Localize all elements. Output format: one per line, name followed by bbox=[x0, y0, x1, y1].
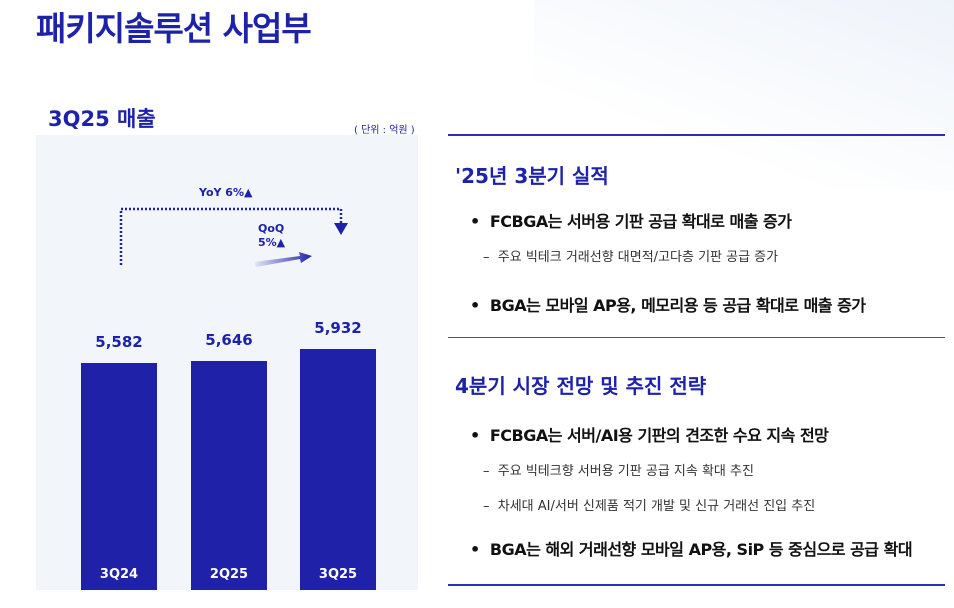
qoq-arrow bbox=[254, 252, 312, 267]
sub-bullet-text: 주요 빅테크향 서버용 기판 공급 지속 확대 추진 bbox=[497, 464, 754, 479]
bullet: • BGA는 모바일 AP용, 메모리용 등 공급 확대로 매출 증가 bbox=[470, 296, 866, 315]
bullet: • FCBGA는 서버용 기판 공급 확대로 매출 증가 bbox=[470, 212, 792, 231]
yoy-label: YoY 6%▲ bbox=[199, 186, 253, 199]
bullet: • BGA는 해외 거래선향 모바일 AP용, SiP 등 중심으로 공급 확대 bbox=[470, 540, 913, 559]
chart-title: 3Q25 매출 bbox=[48, 107, 156, 131]
bullet-text: BGA는 해외 거래선향 모바일 AP용, SiP 등 중심으로 공급 확대 bbox=[489, 540, 913, 559]
divider bbox=[448, 134, 945, 136]
bar-2Q25 bbox=[191, 360, 267, 590]
yoy-dotted-line bbox=[119, 207, 343, 265]
category-label: 3Q24 bbox=[99, 567, 139, 582]
qoq-label: QoQ bbox=[258, 222, 285, 235]
bar-chart: YoY 6%▲ QoQ 5%▲ 3Q24 5,582 2Q25 5,646 3Q25 5,… bbox=[36, 135, 418, 590]
unit-label: ( 단위 : 억원 ) bbox=[354, 125, 415, 136]
sub-bullet-text: 차세대 AI/서버 신제품 적기 개발 및 신규 거래선 진입 추진 bbox=[497, 499, 816, 514]
section-heading: 4분기 시장 전망 및 추진 전략 bbox=[455, 374, 707, 398]
bar-3Q25 bbox=[300, 349, 376, 590]
value-label: 5,582 bbox=[95, 333, 143, 352]
yoy-arrowhead bbox=[334, 223, 348, 235]
background-decoration bbox=[534, 0, 954, 190]
page-title: 패키지솔루션 사업부 bbox=[36, 9, 312, 48]
sub-bullet: – 주요 빅테크향 서버용 기판 공급 지속 확대 추진 bbox=[483, 464, 754, 479]
value-label: 5,932 bbox=[314, 319, 362, 337]
qoq-value: 5%▲ bbox=[258, 236, 286, 249]
bullet-text: FCBGA는 서버/AI용 기판의 견조한 수요 지속 전망 bbox=[489, 426, 829, 445]
bullet-text: FCBGA는 서버용 기판 공급 확대로 매출 증가 bbox=[489, 212, 792, 231]
sub-bullet: – 차세대 AI/서버 신제품 적기 개발 및 신규 거래선 진입 추진 bbox=[483, 499, 816, 514]
sub-bullet-text: 주요 빅테크 거래선향 대면적/고다층 기판 공급 증가 bbox=[497, 250, 779, 265]
sub-bullet: – 주요 빅테크 거래선향 대면적/고다층 기판 공급 증가 bbox=[483, 250, 779, 265]
value-label: 5,646 bbox=[205, 330, 253, 349]
category-label: 2Q25 bbox=[209, 567, 249, 582]
bullet-text: BGA는 모바일 AP용, 메모리용 등 공급 확대로 매출 증가 bbox=[489, 296, 866, 315]
bar-3Q24 bbox=[81, 363, 157, 590]
divider bbox=[448, 337, 945, 338]
category-label: 3Q25 bbox=[318, 567, 358, 582]
growth-arrows bbox=[119, 207, 348, 267]
bullet: • FCBGA는 서버/AI용 기판의 견조한 수요 지속 전망 bbox=[470, 426, 829, 445]
divider bbox=[448, 584, 945, 586]
section-heading: '25년 3분기 실적 bbox=[455, 164, 609, 188]
